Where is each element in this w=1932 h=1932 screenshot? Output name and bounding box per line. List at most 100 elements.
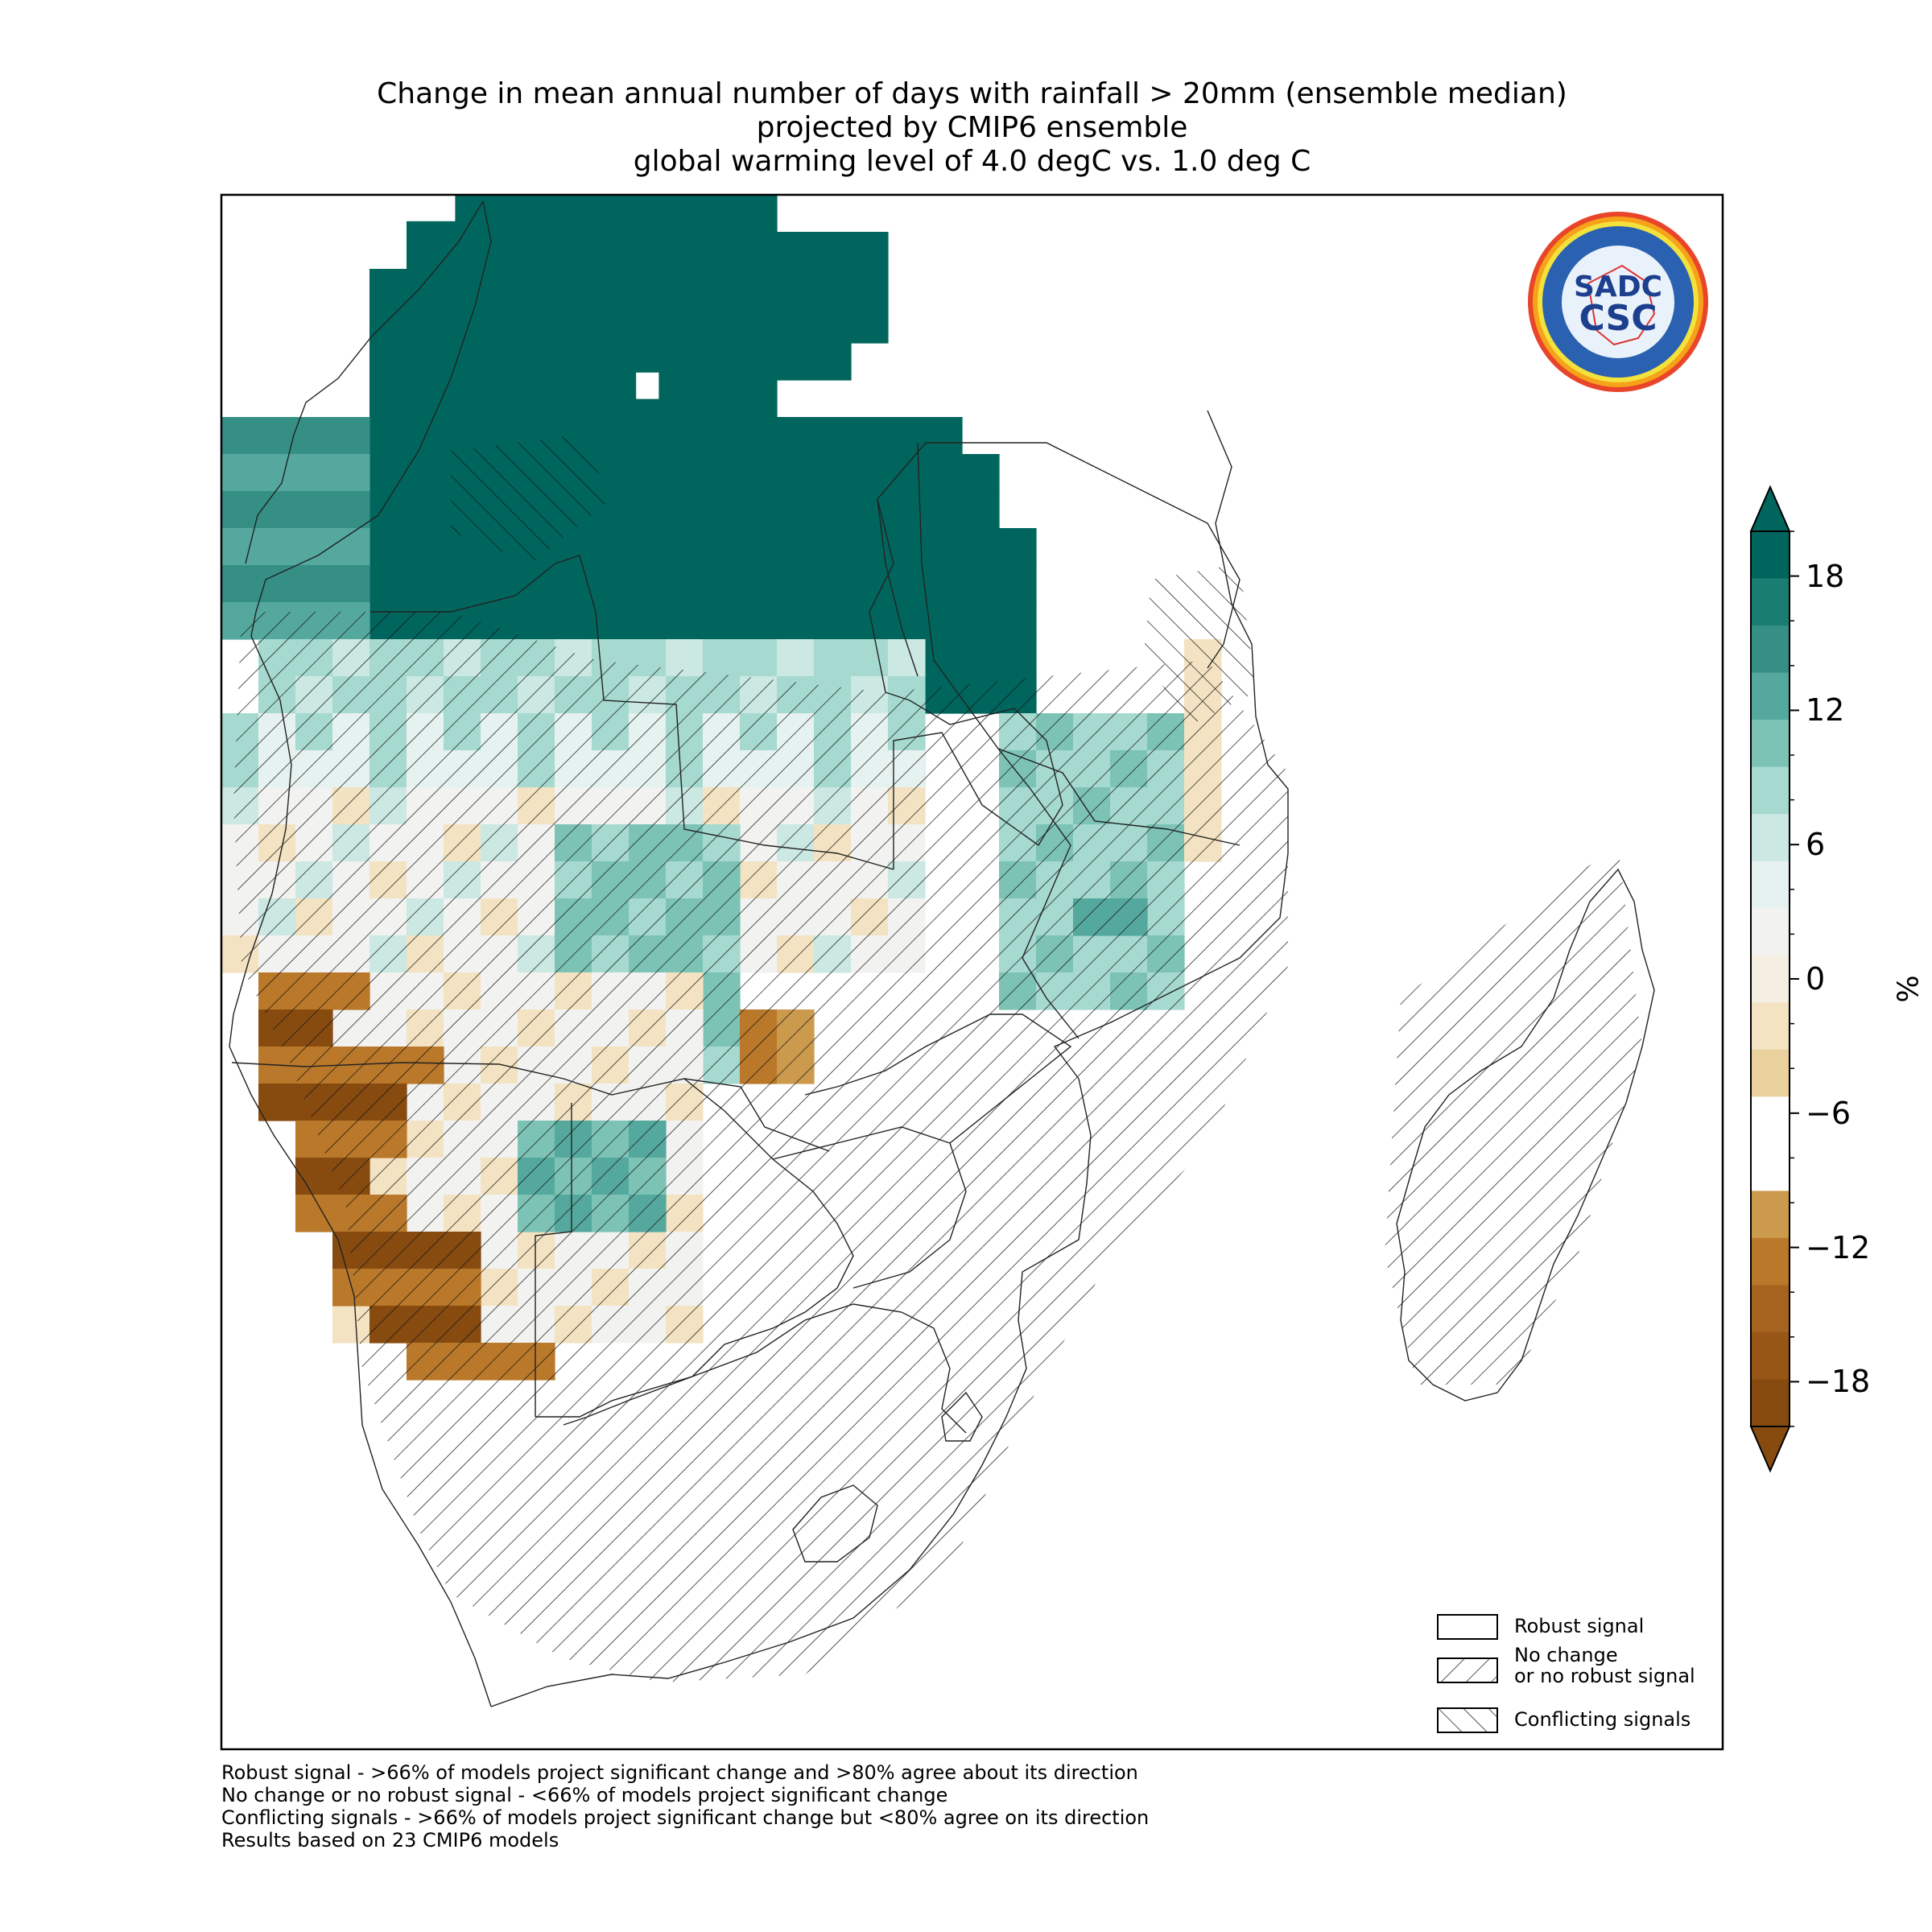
grid-cell	[814, 639, 852, 677]
grid-cell	[295, 491, 333, 529]
grid-cell	[221, 417, 259, 455]
grid-cell	[369, 306, 889, 344]
colorbar-segment	[1751, 1379, 1790, 1427]
grid-cell	[407, 195, 456, 221]
colorbar-segment	[1751, 625, 1790, 674]
colorbar-segment	[1751, 720, 1790, 768]
footnote-conflicting: Conflicting signals - >66% of models pro…	[221, 1806, 1150, 1829]
border-south-africa	[535, 1303, 967, 1434]
logo-csc-text: CSC	[1579, 298, 1657, 339]
border-zimbabwe	[772, 1126, 967, 1289]
grid-cell	[258, 491, 296, 529]
legend-label-no-change-1: No change	[1514, 1644, 1618, 1666]
grid-cell	[740, 639, 778, 677]
grid-cell	[777, 639, 815, 677]
grid-cell	[295, 417, 333, 455]
border-drc-angola	[370, 555, 894, 870]
colorbar-max-arrow	[1749, 485, 1791, 532]
logo-sadc-text: SADC	[1574, 270, 1662, 303]
grid-cell	[369, 380, 778, 418]
colorbar-tick-label: 6	[1806, 827, 1826, 863]
coastline-south-east	[490, 410, 1289, 1707]
border-namibia-botswana	[535, 1103, 572, 1417]
colorbar-min-arrow	[1749, 1426, 1791, 1473]
hatch-no-robust-signal	[1385, 845, 1642, 1385]
footnote-robust: Robust signal - >66% of models project s…	[221, 1761, 1138, 1784]
colorbar-tick-label: 18	[1806, 558, 1845, 594]
grid-cell	[369, 269, 889, 307]
colorbar-segment	[1751, 672, 1790, 720]
grid-cell	[258, 528, 296, 566]
grid-cell	[295, 1195, 333, 1232]
legend-label-conflicting: Conflicting signals	[1514, 1708, 1691, 1731]
border-zambia-malawi	[997, 748, 1080, 1039]
title-line-2: projected by CMIP6 ensemble	[756, 111, 1188, 144]
grid-cell	[332, 491, 370, 529]
colorbar-tick-label: 0	[1806, 961, 1826, 997]
colorbar-segment	[1751, 1049, 1790, 1097]
plot-frame	[220, 193, 1724, 1751]
colorbar-tick-label: −6	[1806, 1095, 1852, 1131]
colorbar	[1749, 485, 1799, 1473]
grid-cell	[332, 454, 1000, 492]
colorbar-segment	[1751, 1096, 1790, 1145]
colorbar-segment	[1751, 1285, 1790, 1333]
madagascar-outline	[1396, 868, 1655, 1402]
colorbar-unit-label: %	[1892, 975, 1926, 1003]
border-tanzania	[917, 442, 1241, 846]
grid-cell	[703, 639, 741, 677]
footnote-model-count: Results based on 23 CMIP6 models	[221, 1829, 559, 1852]
sadc-csc-logo: SADC CSC	[1528, 212, 1708, 392]
footnotes: Robust signal - >66% of models project s…	[221, 1761, 1149, 1852]
coastline-west	[229, 200, 492, 1707]
border-eswatini	[941, 1391, 983, 1442]
colorbar-segment	[1751, 1237, 1790, 1286]
colorbar-segment	[1751, 908, 1790, 956]
grid-cell	[221, 454, 259, 492]
lake-tanganyika	[877, 498, 919, 677]
grid-cell	[221, 491, 259, 529]
country-borders	[229, 200, 1655, 1707]
colorbar-segment	[1751, 955, 1790, 1003]
legend-swatch-conflicting	[1437, 1707, 1498, 1733]
grid-cell	[258, 1084, 296, 1121]
colorbar-segment	[1751, 1331, 1790, 1380]
colorbar-tick-label: −12	[1806, 1229, 1871, 1265]
border-lesotho	[792, 1484, 878, 1563]
coast-northwest	[245, 200, 484, 564]
grid-cell	[295, 565, 333, 603]
grid-cell	[636, 372, 659, 399]
grid-cell	[332, 565, 1037, 603]
border-angola-namibia	[231, 1062, 830, 1152]
colorbar-segment	[1751, 1191, 1790, 1239]
grid-cell	[407, 232, 889, 270]
grid-cell	[295, 528, 333, 566]
legend-swatch-robust	[1437, 1614, 1498, 1640]
grid-cell	[295, 454, 333, 492]
chart-title: Change in mean annual number of days wit…	[221, 77, 1723, 179]
grid-cell	[221, 565, 259, 603]
colorbar-segment	[1751, 814, 1790, 862]
grid-cell	[332, 454, 370, 492]
colorbar-segment	[1751, 1002, 1790, 1051]
grid-cell	[332, 528, 370, 566]
border-mozambique-inland	[804, 1013, 1072, 1144]
hatch-conflicting	[1143, 564, 1256, 724]
grid-cell	[332, 417, 963, 455]
grid-cell	[332, 491, 1000, 529]
footnote-no-change: No change or no robust signal - <66% of …	[221, 1784, 948, 1806]
border-drc-zambia	[885, 691, 1063, 869]
grid-cell	[407, 195, 778, 233]
legend-label-no-change-2: or no robust signal	[1514, 1665, 1695, 1687]
legend-swatch-no-change	[1437, 1657, 1498, 1683]
colorbar-segment	[1751, 861, 1790, 909]
colorbar-tick-label: 12	[1806, 692, 1845, 729]
grid-cell	[888, 639, 926, 677]
hatch-conflicting	[451, 435, 612, 564]
grid-cell	[332, 565, 370, 603]
legend-label-robust: Robust signal	[1514, 1615, 1645, 1637]
colorbar-segment	[1751, 578, 1790, 626]
title-line-1: Change in mean annual number of days wit…	[377, 77, 1567, 110]
grid-cell	[332, 417, 370, 455]
